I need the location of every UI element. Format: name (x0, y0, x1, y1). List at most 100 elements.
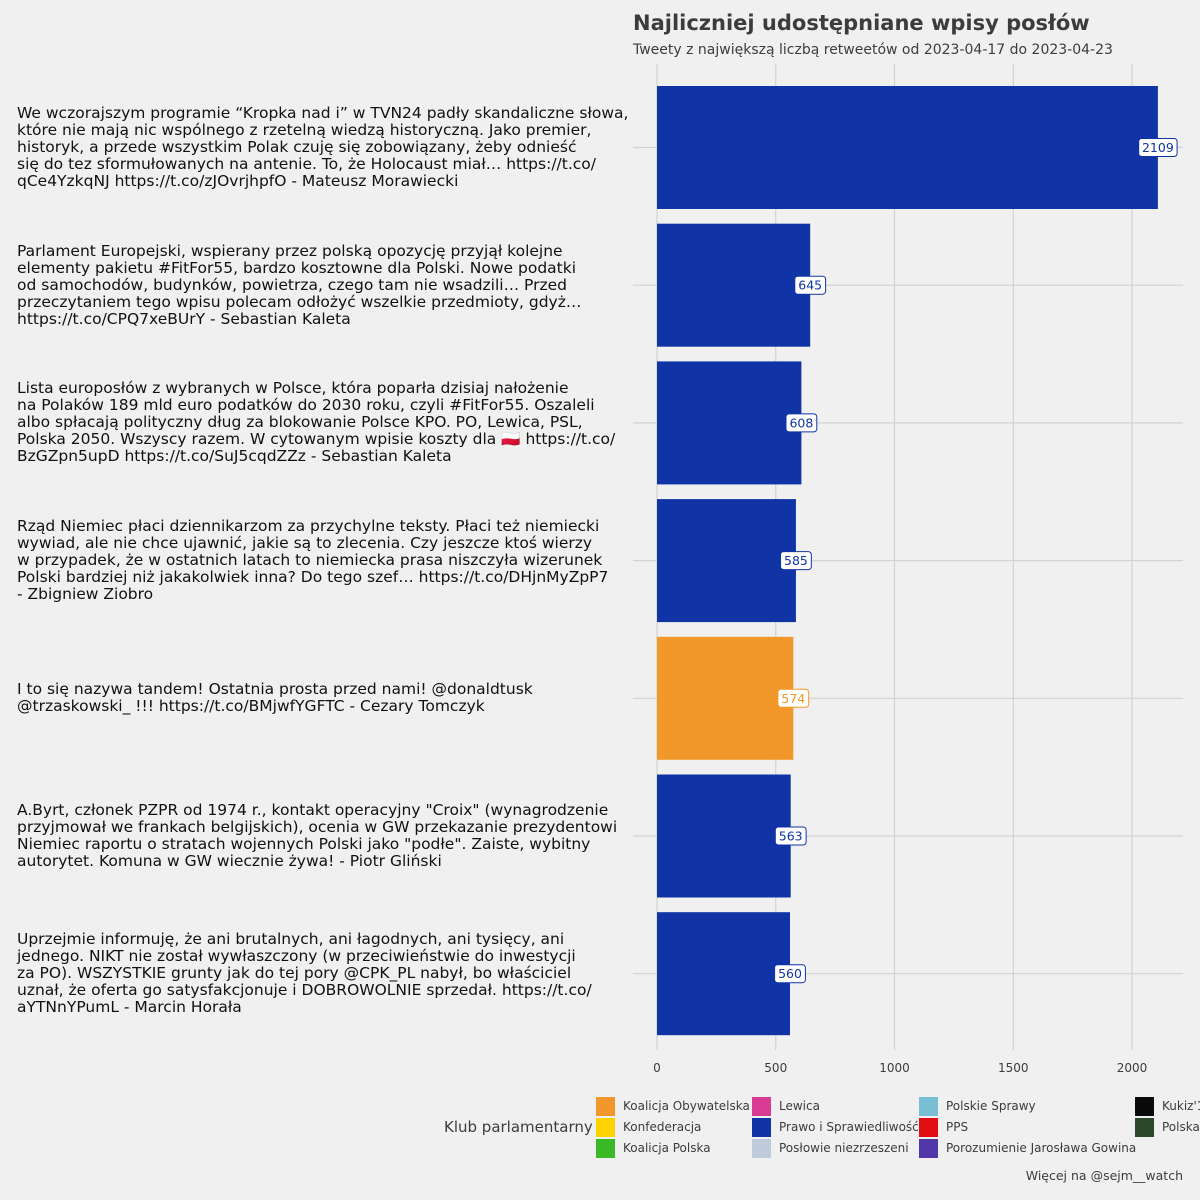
y-tick-label-line: Niemiec raportu o stratach wojennych Pol… (17, 835, 591, 853)
data-label-box (774, 826, 807, 846)
chart-title: Najliczniej udostępniane wpisy posłów (633, 11, 1090, 35)
y-tick-label-line: Rząd Niemiec płaci dziennikarzom za przy… (17, 517, 600, 536)
legend-swatch (596, 1138, 615, 1158)
legend-label: Posłowie niezrzeszeni (779, 1141, 909, 1155)
data-label: 608 (789, 415, 813, 430)
bar (657, 774, 791, 898)
data-label: 645 (798, 278, 822, 293)
bar (657, 86, 1158, 209)
caption: Więcej na @sejm__watch (1025, 1168, 1183, 1183)
data-label-box (777, 688, 810, 708)
y-tick-label-line: BzGZpn5upD https://t.co/SuJ5cqdZZz - Seb… (17, 447, 452, 466)
legend-swatch (596, 1117, 615, 1137)
x-tick-label: 500 (764, 1061, 787, 1075)
y-tick-label-line: na Polaków 189 mld euro podatków do 2030… (17, 396, 595, 415)
data-label-box (785, 413, 818, 433)
y-tick-label-line: się do tez sformułowanych na antenie. To… (17, 155, 596, 173)
legend-swatch (752, 1138, 771, 1158)
y-tick-label: Lista europosłów z wybranych w Polsce, k… (17, 361, 629, 484)
legend-label: Koalicja Obywatelska (623, 1099, 750, 1113)
x-tick-label: 1000 (879, 1061, 910, 1075)
y-tick-label: Rząd Niemiec płaci dziennikarzom za przy… (17, 499, 629, 622)
bar (657, 636, 794, 760)
y-tick-label-line: I to się nazywa tandem! Ostatnia prosta … (17, 680, 533, 699)
legend-swatch (752, 1096, 771, 1116)
y-tick-label-line: Uprzejmie informuję, że ani brutalnych, … (17, 930, 565, 949)
y-tick-label-line: przyjmował we frankach belgijskich), oce… (17, 818, 618, 836)
legend-title: Klub parlamentarny (444, 1118, 593, 1136)
bar (657, 223, 811, 347)
legend-entry: Polskie Sprawy (919, 1096, 1036, 1116)
y-tick-label-line: autorytet. Komuna w GW wiecznie żywa! - … (17, 852, 442, 870)
y-tick-label: A.Byrt, członek PZPR od 1974 r., kontakt… (17, 775, 629, 898)
bar (657, 499, 796, 623)
legend-label: Koalicja Polska (623, 1141, 711, 1155)
data-label-box (780, 551, 812, 571)
legend-label: Kukiz'15 (1162, 1099, 1200, 1113)
data-label-box (774, 964, 806, 984)
bar (657, 912, 790, 1036)
chart-subtitle: Tweety z największą liczbą retweetów od … (633, 42, 1113, 58)
legend-entry: Prawo i Sprawiedliwość (752, 1117, 919, 1137)
y-tick-label-line: We wczorajszym programie “Kropka nad i” … (17, 104, 629, 122)
y-tick-label-line: - Zbigniew Ziobro (17, 585, 154, 604)
y-tick-label-line: w przypadek, że w ostatnich latach to ni… (17, 551, 603, 570)
y-tick-label-line: jednego. NIKT nie został wywłaszczony (w… (17, 947, 576, 966)
y-tick-label: Parlament Europejski, wspierany przez po… (17, 224, 629, 347)
legend-entry: Konfederacja (596, 1117, 701, 1137)
legend-label: PPS (946, 1120, 969, 1134)
data-label: 2109 (1142, 140, 1174, 155)
y-tick-label-line: od samochodów, budynków, powietrza, czeg… (17, 275, 567, 294)
y-tick-label-line: A.Byrt, członek PZPR od 1974 r., kontakt… (17, 801, 609, 819)
legend-entry: Lewica (752, 1096, 820, 1116)
legend-swatch (1135, 1096, 1154, 1116)
bar (657, 361, 802, 485)
legend-entry: Kukiz'15 (1135, 1096, 1200, 1116)
y-tick-label-line: Polska 2050. Wszyscy razem. W cytowanym … (17, 430, 616, 449)
x-tick-label: 0 (653, 1061, 661, 1075)
data-label: 585 (784, 553, 808, 568)
y-tick-label-line: Polski bardziej niż jakakolwiek inna? Do… (17, 568, 609, 587)
y-tick-label-line: aYTNnYPumL - Marcin Horała (17, 998, 242, 1017)
legend-swatch (919, 1117, 938, 1137)
legend-entry: Polska 2050 (1135, 1117, 1200, 1137)
y-tick-label-line: elementy pakietu #FitFor55, bardzo koszt… (17, 258, 577, 277)
legend-label: Lewica (779, 1099, 820, 1113)
y-tick-label-line: qCe4YzkqNJ https://t.co/zJOvrjhpfO - Mat… (17, 172, 459, 190)
y-tick-label-line: @trzaskowski_ !!! https://t.co/BMjwfYGFT… (17, 697, 485, 716)
y-tick-label: We wczorajszym programie “Kropka nad i” … (17, 86, 629, 209)
y-tick-label-line: uznał, że oferta go satysfakcjonuje i DO… (17, 981, 592, 1000)
y-tick-label-line: albo spłacają polityczny dług za blokowa… (17, 413, 583, 432)
legend-label: Prawo i Sprawiedliwość (779, 1120, 919, 1134)
legend-entry: Koalicja Obywatelska (596, 1096, 750, 1116)
legend-swatch (919, 1096, 938, 1116)
y-tick-label-line: Lista europosłów z wybranych w Polsce, k… (17, 379, 569, 398)
y-tick-label-line: Parlament Europejski, wspierany przez po… (17, 241, 563, 260)
legend-entry: Koalicja Polska (596, 1138, 711, 1158)
legend-swatch (1135, 1117, 1154, 1137)
y-tick-label-line: historyk, a przede wszystkim Polak czuję… (17, 138, 577, 156)
x-tick-label: 1500 (998, 1061, 1029, 1075)
legend-label: Polskie Sprawy (946, 1099, 1036, 1113)
data-label-box (794, 275, 827, 295)
y-tick-label-line: https://t.co/CPQ7xeBUrY - Sebastian Kale… (17, 309, 351, 328)
y-tick-label: I to się nazywa tandem! Ostatnia prosta … (17, 637, 629, 760)
data-label: 574 (781, 691, 805, 706)
y-tick-label: Uprzejmie informuję, że ani brutalnych, … (17, 912, 629, 1035)
data-label: 560 (778, 966, 802, 981)
y-tick-label-line: przeczytaniem tego wpisu polecam odłożyć… (17, 292, 582, 311)
y-tick-label-line: za PO). WSZYSTKIE grunty jak do tej pory… (17, 964, 572, 983)
legend-label: Polska 2050 (1162, 1120, 1200, 1134)
legend-swatch (596, 1096, 615, 1116)
y-tick-label-line: wywiad, ale nie chce ujawnić, jakie są t… (17, 534, 593, 553)
x-tick-label: 2000 (1117, 1061, 1148, 1075)
legend-label: Porozumienie Jarosława Gowina (946, 1141, 1137, 1155)
data-label: 563 (779, 829, 803, 844)
y-tick-label-line: które nie mają nic wspólnego z rzetelną … (17, 121, 592, 139)
data-label-box (1138, 138, 1178, 157)
legend-entry: PPS (919, 1117, 968, 1137)
legend-label: Konfederacja (623, 1120, 702, 1134)
legend-entry: Porozumienie Jarosława Gowina (919, 1138, 1136, 1158)
